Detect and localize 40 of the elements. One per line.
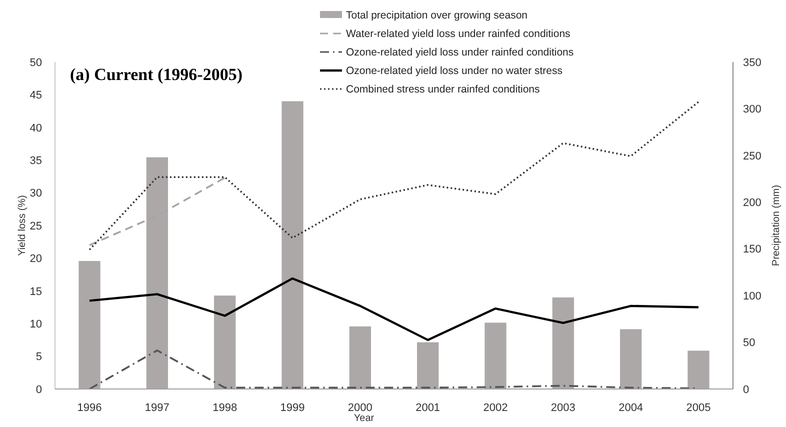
y-tick-label: 0 [36,384,42,396]
y-tick-label: 35 [30,154,42,167]
legend-label: Ozone-related yield loss under rainfed conditions [346,46,574,59]
legend-label: Total precipitation over growing season [346,10,528,22]
y-tick-label: 50 [30,56,42,69]
y2-axis-title: Precipitation (mm) [771,184,782,266]
legend-label: Combined stress under rainfed conditions [346,84,540,96]
y-tick-label: 45 [30,90,42,102]
y2-tick-label: 250 [743,150,762,162]
x-tick-label: 2000 [348,402,372,414]
y2-tick-label: 50 [743,337,756,350]
y2-tick-label: 200 [743,196,762,209]
y2-tick-label: 150 [743,244,762,256]
legend-label: Water-related yield loss under rainfed conditions [346,28,570,40]
x-tick-label: 2003 [550,402,576,414]
y-tick-label: 20 [30,253,42,266]
y2-tick-label: 350 [743,56,762,69]
chart-title: (a) Current (1996-2005) [70,65,242,84]
x-tick-label: 1999 [280,402,305,414]
y-tick-label: 5 [36,351,42,364]
x-tick-label: 2001 [416,402,440,414]
x-axis-title: Year [354,413,375,424]
x-tick-label: 1998 [212,402,238,414]
line-series [88,277,700,342]
y2-tick-label: 300 [743,104,762,116]
y-tick-label: 15 [30,286,42,298]
x-tick-label: 1997 [144,402,170,414]
y2-tick-label: 100 [743,290,762,302]
y-tick-label: 25 [30,220,42,232]
line-series [88,100,700,251]
legend-label: Ozone-related yield loss under no water stress [346,65,563,78]
y-tick-label: 40 [30,122,42,134]
y-axis-title: Yield loss (%) [17,195,28,256]
y-tick-label: 10 [30,318,42,330]
x-tick-label: 2005 [686,402,711,414]
x-tick-label: 2002 [483,402,508,414]
x-tick-label: 2004 [618,402,644,414]
y2-tick-label: 0 [743,384,750,396]
x-tick-label: 1996 [77,402,102,414]
y-tick-label: 30 [30,188,42,200]
